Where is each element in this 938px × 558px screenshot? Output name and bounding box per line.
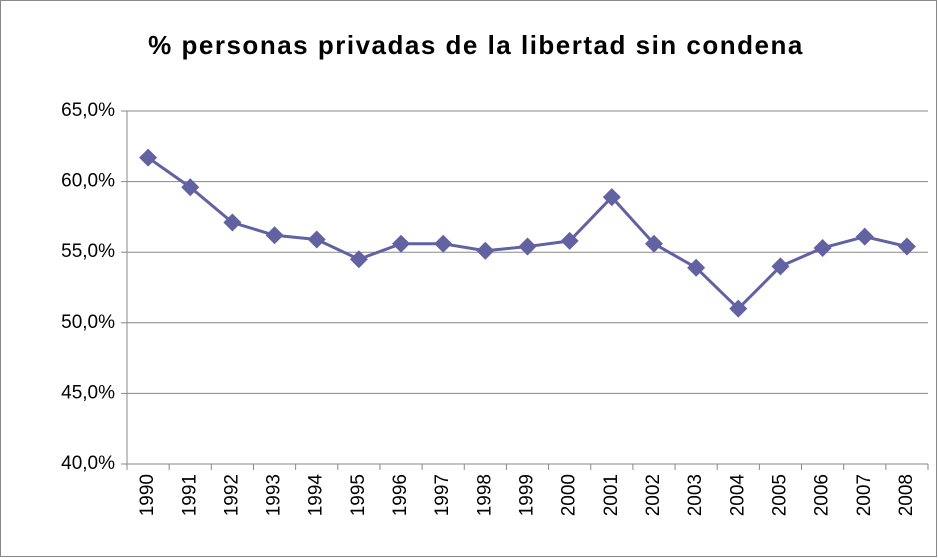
- marker: [687, 258, 706, 277]
- marker: [855, 227, 874, 246]
- marker: [602, 188, 621, 207]
- y-tick-label: 50,0%: [61, 312, 115, 333]
- marker: [349, 250, 368, 269]
- marker: [813, 238, 832, 257]
- marker: [181, 178, 200, 197]
- x-tick-label: 1991: [179, 474, 200, 516]
- y-tick-label: 55,0%: [61, 241, 115, 262]
- x-tick-label: 1993: [264, 474, 285, 516]
- x-tick-label: 2006: [812, 474, 833, 516]
- marker: [560, 231, 579, 250]
- x-tick-label: 2003: [685, 474, 706, 516]
- x-tick-label: 2007: [854, 474, 875, 516]
- marker: [392, 234, 411, 253]
- x-tick-label: 2002: [643, 474, 664, 516]
- marker: [476, 241, 495, 260]
- marker: [771, 257, 790, 276]
- x-tick-label: 1994: [306, 474, 327, 517]
- y-tick-label: 60,0%: [61, 171, 115, 192]
- y-tick-label: 65,0%: [61, 100, 115, 121]
- x-tick-label: 1998: [474, 474, 495, 516]
- y-tick-label: 45,0%: [61, 382, 115, 403]
- x-tick-label: 2001: [601, 474, 622, 516]
- x-tick-label: 1996: [390, 474, 411, 516]
- y-tick-label: 40,0%: [61, 453, 115, 474]
- chart-title: % personas privadas de la libertad sin c…: [148, 30, 804, 60]
- x-tick-label: 1997: [432, 474, 453, 516]
- marker: [434, 234, 453, 253]
- marker: [897, 237, 916, 256]
- x-tick-label: 1992: [221, 474, 242, 516]
- marker: [139, 148, 158, 167]
- x-tick-label: 1995: [348, 474, 369, 516]
- x-tick-label: 2000: [559, 474, 580, 516]
- marker: [518, 237, 537, 256]
- marker: [307, 230, 326, 249]
- x-tick-label: 1990: [137, 474, 158, 516]
- marker: [644, 234, 663, 253]
- x-tick-label: 2008: [896, 474, 917, 516]
- marker: [265, 226, 284, 245]
- marker: [729, 299, 748, 318]
- x-tick-label: 2005: [769, 474, 790, 516]
- x-tick-label: 1999: [517, 474, 538, 516]
- x-tick-label: 2004: [727, 474, 748, 517]
- marker: [223, 213, 242, 232]
